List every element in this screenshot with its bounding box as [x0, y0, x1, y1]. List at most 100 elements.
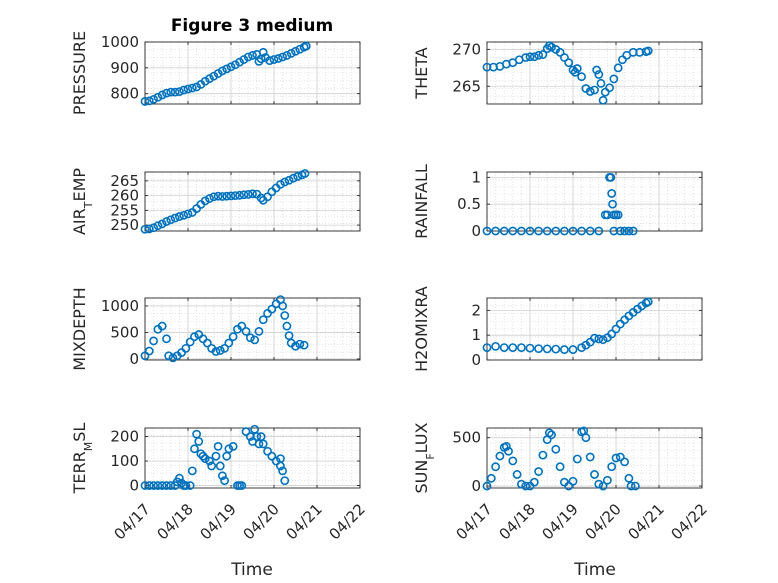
- data-point: [560, 53, 569, 62]
- data-point: [278, 301, 287, 311]
- y-tick-label: 1: [471, 168, 481, 186]
- data-point: [508, 456, 518, 466]
- data-point: [538, 450, 548, 460]
- data-point: [258, 315, 268, 325]
- subplot-6: 0 1 2 H2OMIXRA: [412, 286, 703, 372]
- x-tick-label: 04/17: [111, 500, 154, 543]
- data-point: [568, 226, 578, 236]
- data-point: [170, 213, 180, 223]
- x-axis-label-left: Time: [230, 560, 273, 580]
- data-point: [198, 451, 208, 461]
- data-point: [157, 219, 167, 229]
- y-tick-label: 1000: [101, 33, 139, 51]
- data-point: [521, 481, 531, 491]
- data-point: [237, 321, 247, 331]
- x-tick-label: 04/18: [496, 500, 539, 543]
- data-point: [508, 343, 518, 352]
- data-point: [162, 334, 171, 344]
- data-point: [525, 226, 535, 236]
- data-point: [254, 326, 264, 336]
- data-point: [144, 224, 154, 234]
- x-tick-label: 04/19: [539, 500, 582, 543]
- data-point: [157, 481, 167, 490]
- data-point: [613, 210, 623, 220]
- data-point: [529, 477, 539, 487]
- data-point: [166, 481, 176, 490]
- data-point: [564, 58, 574, 68]
- data-point: [230, 191, 240, 200]
- data-point: [226, 62, 236, 72]
- data-point: [555, 47, 565, 57]
- data-point: [149, 336, 158, 346]
- y-axis-label: AIRTEMP: [70, 168, 95, 235]
- data-point: [592, 65, 602, 75]
- data-point: [174, 473, 184, 483]
- series-markers: [140, 169, 310, 234]
- data-point: [501, 441, 511, 451]
- data-point: [598, 95, 608, 105]
- y-tick-label: 270: [452, 40, 481, 58]
- data-point: [611, 453, 621, 463]
- data-point: [512, 470, 522, 479]
- x-tick-label: 04/21: [625, 500, 668, 543]
- y-tick-label: 0: [129, 477, 139, 495]
- data-point: [250, 335, 260, 345]
- data-point: [205, 194, 214, 203]
- x-tick-label: 04/21: [283, 500, 326, 543]
- y-tick-label: 265: [110, 172, 139, 190]
- data-point: [286, 48, 296, 58]
- data-point: [534, 226, 543, 236]
- data-point: [564, 481, 574, 491]
- data-point: [482, 226, 492, 236]
- data-point: [181, 343, 191, 353]
- y-tick-label: 100: [110, 452, 139, 470]
- data-point: [572, 454, 582, 464]
- data-point: [185, 337, 195, 347]
- y-tick-label: 1: [471, 326, 481, 344]
- data-point: [235, 190, 244, 200]
- series-markers: [482, 41, 653, 105]
- data-point: [613, 63, 623, 73]
- data-point: [166, 87, 176, 97]
- data-point: [162, 481, 171, 490]
- series-markers: [140, 41, 311, 106]
- data-point: [183, 84, 193, 94]
- data-point: [572, 64, 582, 73]
- data-point: [149, 481, 158, 490]
- data-point: [596, 78, 606, 88]
- data-point: [222, 191, 232, 201]
- data-point: [202, 338, 212, 348]
- subplot-8: 0 500 04/17 04/18 04/19 04/20 04/21 04/22 SUNFLU…: [412, 422, 711, 543]
- subplot-7: 0 100 200 04/17 04/18 04/19 04/20 04/21 04/22 TER…: [70, 423, 369, 544]
- data-point: [491, 462, 500, 472]
- data-point: [220, 343, 229, 353]
- data-point: [217, 471, 227, 481]
- subplot-4: 0 0.5 1 RAINFALL: [412, 164, 703, 240]
- data-point: [222, 64, 232, 74]
- data-point: [241, 427, 251, 437]
- data-point: [282, 51, 292, 60]
- data-point: [607, 462, 617, 472]
- data-point: [209, 192, 219, 202]
- data-point: [291, 341, 300, 351]
- data-point: [491, 341, 500, 351]
- data-point: [486, 473, 496, 483]
- data-point: [590, 470, 599, 479]
- data-point: [605, 83, 614, 93]
- series-markers: [482, 426, 640, 491]
- data-point: [196, 449, 206, 459]
- data-point: [170, 87, 180, 97]
- data-point: [628, 226, 638, 236]
- data-point: [241, 326, 251, 336]
- data-point: [517, 479, 526, 489]
- data-point: [598, 335, 608, 345]
- data-point: [211, 347, 221, 356]
- data-point: [551, 444, 561, 454]
- data-point: [495, 451, 505, 461]
- data-point: [611, 324, 621, 334]
- data-point: [144, 346, 154, 356]
- data-point: [590, 333, 599, 343]
- y-tick-label: 0: [471, 477, 481, 495]
- data-point: [508, 226, 518, 236]
